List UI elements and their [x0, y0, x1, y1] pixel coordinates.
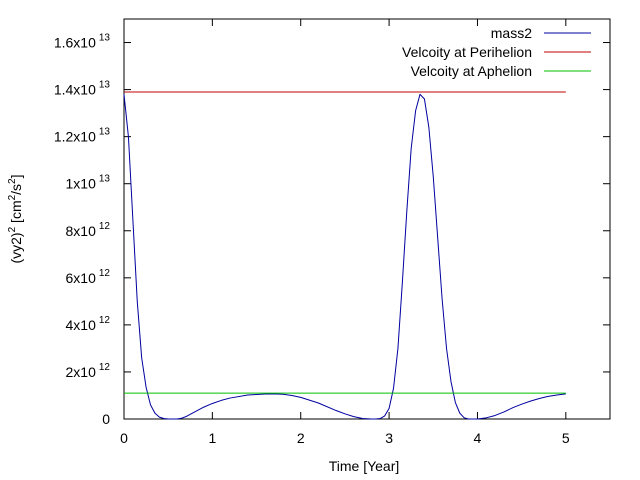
x-tick-label: 0 — [120, 430, 128, 446]
x-tick-label: 2 — [297, 430, 305, 446]
y-tick-label: 2x10 12 — [66, 362, 111, 380]
y-axis-label-base: (vy2) — [8, 232, 24, 263]
y-tick-label: 0 — [102, 411, 110, 427]
y-tick-label: 4x10 12 — [66, 315, 111, 333]
legend: mass2 Velcoity at Perihelion Velcoity at A… — [402, 25, 591, 79]
y-tick-label: 6x10 12 — [66, 268, 111, 286]
y-axis-label-unit-exp1: 2 — [7, 194, 18, 200]
x-tick-label: 1 — [208, 430, 216, 446]
y-axis-label-unit-open: [cm — [8, 200, 24, 226]
x-tick-label: 5 — [562, 430, 570, 446]
axis-ticks — [123, 19, 610, 420]
y-tick-label: 1.4x10 13 — [54, 80, 111, 98]
y-axis-label-unit-mid: /s — [8, 184, 24, 195]
y-axis-label-base-exp: 2 — [7, 226, 18, 232]
series-lines — [123, 91, 566, 420]
legend-label: Velcoity at Aphelion — [411, 63, 532, 79]
x-tick-label: 4 — [474, 430, 482, 446]
series-line-mass2 — [123, 93, 566, 420]
legend-label: Velcoity at Perihelion — [402, 44, 532, 60]
y-axis-label: (vy2)2 [cm2/s2] — [7, 174, 24, 263]
y-axis-label-unit-close: ] — [8, 174, 24, 178]
y-tick-label: 1x10 13 — [66, 174, 111, 192]
x-axis-label: Time [Year] — [329, 458, 400, 474]
axis-tick-labels: 0 1 2 3 4 5 0 2x10 12 4x10 12 6x10 12 8x10 12 1x10 13 1.2… — [54, 33, 570, 446]
y-tick-label: 1.2x10 13 — [54, 127, 111, 145]
y-tick-label: 8x10 12 — [66, 221, 111, 239]
legend-label: mass2 — [491, 25, 532, 41]
y-tick-label: 1.6x10 13 — [54, 33, 111, 51]
plot-frame — [123, 18, 611, 420]
y-axis-label-unit-exp2: 2 — [7, 178, 18, 184]
x-tick-label: 3 — [385, 430, 393, 446]
